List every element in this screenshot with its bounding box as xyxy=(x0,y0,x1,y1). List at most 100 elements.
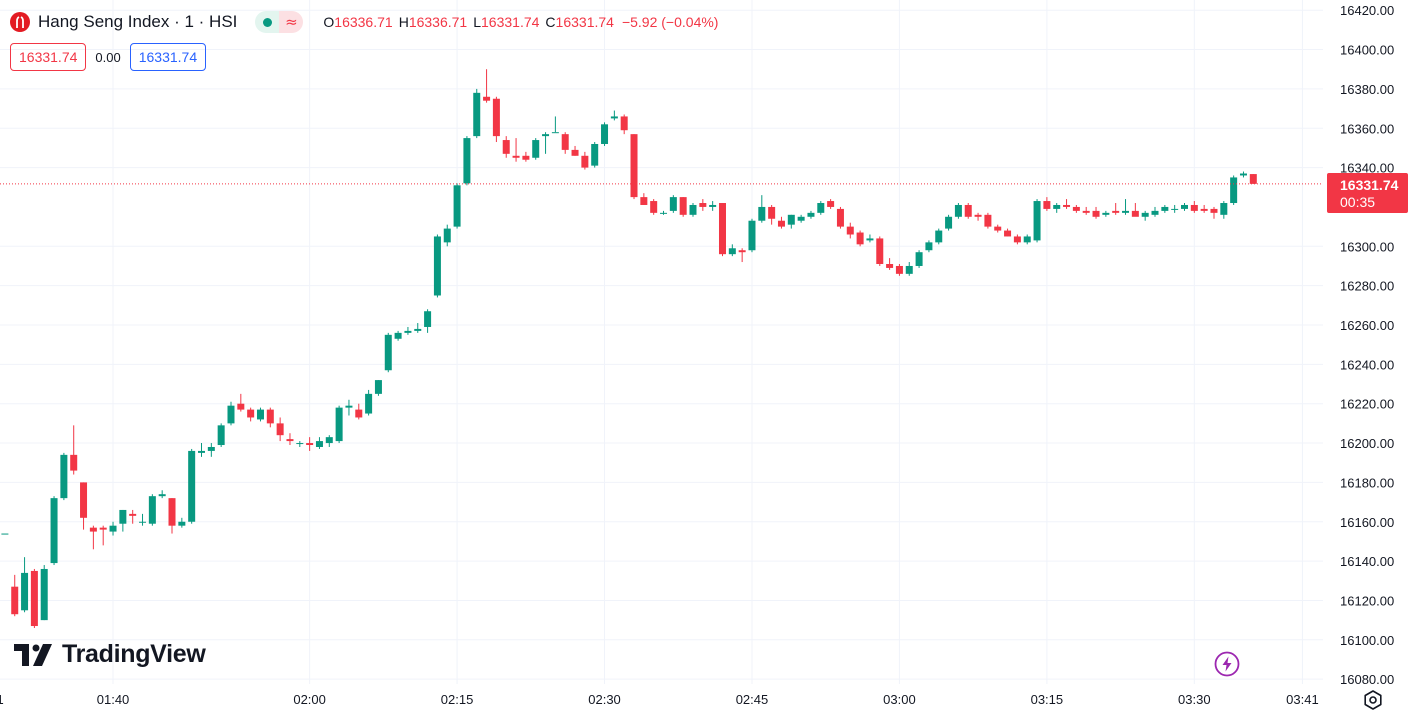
candle[interactable] xyxy=(433,234,441,298)
candle[interactable] xyxy=(846,222,854,239)
candle[interactable] xyxy=(286,433,294,446)
candle[interactable] xyxy=(188,448,196,524)
candle[interactable] xyxy=(502,136,510,158)
candle[interactable] xyxy=(650,199,658,215)
candle[interactable] xyxy=(561,132,569,154)
candle[interactable] xyxy=(178,517,186,528)
candle[interactable] xyxy=(1230,175,1238,205)
candle[interactable] xyxy=(237,393,245,412)
candle[interactable] xyxy=(1023,234,1031,245)
candle[interactable] xyxy=(974,212,982,221)
candle[interactable] xyxy=(895,264,903,276)
candle[interactable] xyxy=(610,110,618,121)
market-status-pill[interactable]: ≈ xyxy=(255,11,304,33)
candle[interactable] xyxy=(748,218,756,253)
candle[interactable] xyxy=(817,201,825,215)
candle[interactable] xyxy=(532,138,540,160)
candle[interactable] xyxy=(925,240,933,253)
candle[interactable] xyxy=(699,199,707,211)
candle[interactable] xyxy=(1249,174,1257,184)
candle[interactable] xyxy=(414,323,422,333)
candle[interactable] xyxy=(689,203,697,217)
candle[interactable] xyxy=(1122,199,1130,215)
candle[interactable] xyxy=(256,407,264,422)
tradingview-logo[interactable]: TradingView xyxy=(14,640,206,669)
candle[interactable] xyxy=(443,224,451,247)
candle[interactable] xyxy=(227,401,235,426)
candle[interactable] xyxy=(404,326,412,335)
candle[interactable] xyxy=(1141,210,1149,221)
candle[interactable] xyxy=(679,197,687,217)
candle[interactable] xyxy=(630,134,638,200)
candle[interactable] xyxy=(1210,206,1218,219)
candle[interactable] xyxy=(296,441,304,447)
candle[interactable] xyxy=(1072,204,1080,213)
candle[interactable] xyxy=(247,407,255,422)
candle[interactable] xyxy=(266,407,274,428)
candle[interactable] xyxy=(1102,210,1110,217)
candle[interactable] xyxy=(777,216,785,229)
candle[interactable] xyxy=(325,435,333,447)
candle[interactable] xyxy=(738,248,746,263)
candle[interactable] xyxy=(158,490,166,499)
candle[interactable] xyxy=(1092,206,1100,219)
candle[interactable] xyxy=(964,203,972,219)
candle[interactable] xyxy=(709,201,717,211)
candle[interactable] xyxy=(148,494,156,526)
candle[interactable] xyxy=(758,195,766,223)
candle[interactable] xyxy=(1181,203,1188,211)
candle[interactable] xyxy=(198,443,205,457)
candle[interactable] xyxy=(374,380,382,396)
candle[interactable] xyxy=(30,568,38,628)
candle[interactable] xyxy=(21,557,29,613)
candle[interactable] xyxy=(660,210,668,215)
symbol-title[interactable]: Hang Seng Index · 1 · HSI xyxy=(38,12,238,31)
candle[interactable] xyxy=(935,228,943,245)
candle[interactable] xyxy=(276,417,284,442)
candle[interactable] xyxy=(50,496,58,566)
candle[interactable] xyxy=(787,214,795,229)
candle[interactable] xyxy=(129,509,137,524)
candle[interactable] xyxy=(620,114,628,135)
candle[interactable] xyxy=(640,193,648,205)
candle[interactable] xyxy=(119,509,127,532)
candle[interactable] xyxy=(60,452,68,501)
candle[interactable] xyxy=(669,195,677,213)
candle[interactable] xyxy=(886,258,894,270)
candle[interactable] xyxy=(512,138,520,162)
candle[interactable] xyxy=(207,443,215,457)
candle[interactable] xyxy=(876,236,884,266)
candle[interactable] xyxy=(1220,201,1228,219)
candle[interactable] xyxy=(768,204,776,225)
candle[interactable] xyxy=(915,250,923,268)
candle[interactable] xyxy=(984,212,992,229)
candle[interactable] xyxy=(80,482,88,530)
candle[interactable] xyxy=(1151,206,1159,217)
candle[interactable] xyxy=(994,224,1002,233)
candle[interactable] xyxy=(394,330,402,341)
candle[interactable] xyxy=(306,437,314,451)
candle[interactable] xyxy=(591,142,599,168)
candle[interactable] xyxy=(365,389,373,416)
candle[interactable] xyxy=(1,533,9,535)
candle[interactable] xyxy=(492,96,500,143)
candle[interactable] xyxy=(40,565,48,621)
candle[interactable] xyxy=(109,521,117,536)
candle[interactable] xyxy=(807,210,815,219)
candle[interactable] xyxy=(945,214,953,231)
candle[interactable] xyxy=(89,525,97,550)
candle[interactable] xyxy=(1161,204,1169,213)
candle[interactable] xyxy=(856,230,864,247)
candle[interactable] xyxy=(1013,234,1021,245)
candle[interactable] xyxy=(905,262,913,276)
candle[interactable] xyxy=(1053,203,1061,213)
candle[interactable] xyxy=(1131,203,1139,217)
candle[interactable] xyxy=(168,498,176,534)
settings-icon[interactable] xyxy=(1362,689,1384,711)
candle[interactable] xyxy=(1239,171,1247,178)
candle[interactable] xyxy=(11,574,19,617)
candle[interactable] xyxy=(836,206,844,229)
sell-price-button[interactable]: 16331.74 xyxy=(10,43,87,71)
candle[interactable] xyxy=(718,203,726,257)
